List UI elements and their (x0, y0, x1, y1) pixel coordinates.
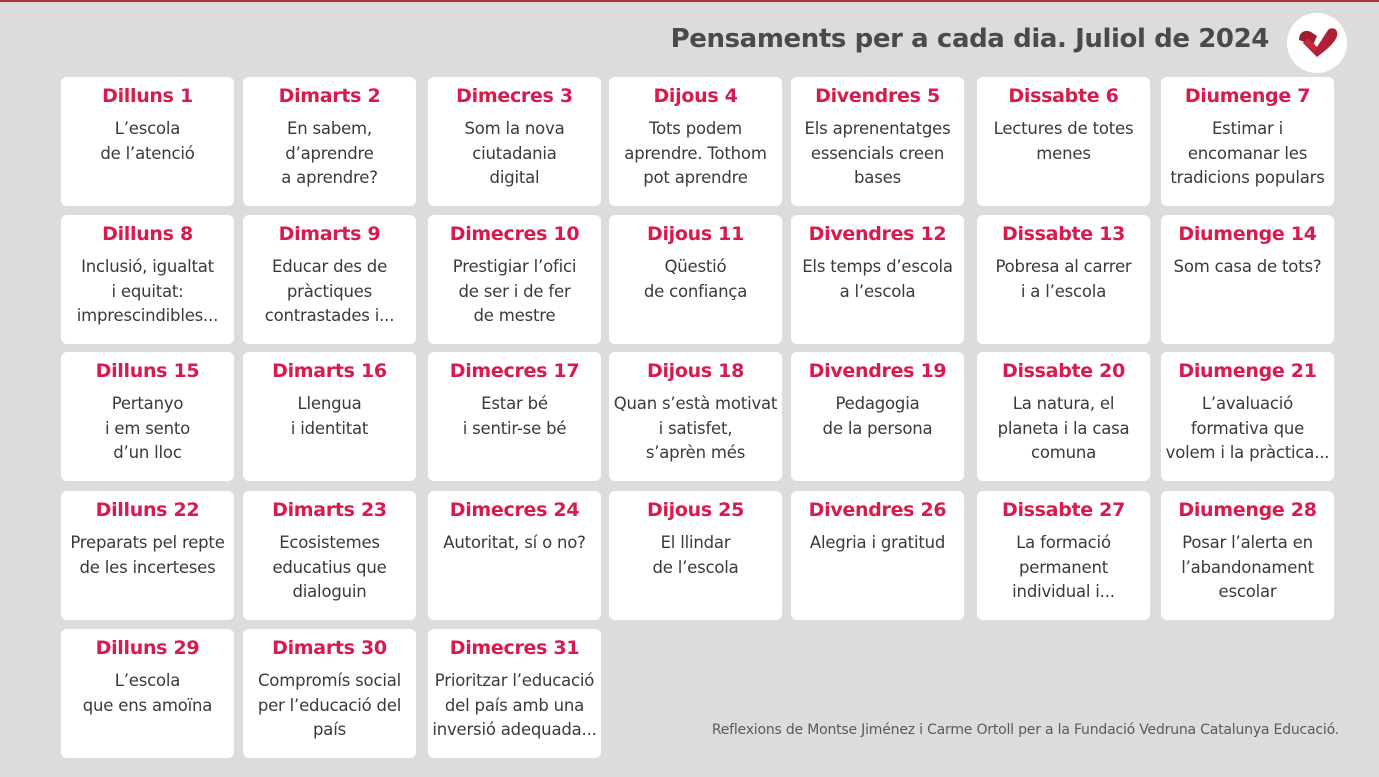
day-thought: Autoritat, sí o no? (443, 533, 586, 552)
day-thought: Pedagogia de la persona (822, 394, 933, 438)
day-thought: Som la nova ciutadania digital (464, 119, 565, 187)
day-thought: Pertanyo i em sento d’un lloc (104, 394, 191, 462)
day-thought: Tots podem aprendre. Tothom pot aprendre (624, 119, 767, 187)
day-title: Divendres 19 (808, 360, 947, 382)
day-title: Dilluns 29 (95, 637, 200, 659)
day-thought: Prioritzar l’educació del país amb una i… (432, 671, 597, 739)
day-title: Dijous 11 (646, 223, 745, 245)
day-title: Divendres 26 (808, 499, 947, 521)
day-card: Dimarts 2 En sabem, d’aprendre a aprendre… (243, 77, 416, 206)
day-title: Divendres 12 (808, 223, 947, 245)
day-card: Dijous 11 Qüestió de confiança (609, 215, 782, 344)
day-thought: Els temps d’escola a l’escola (802, 257, 953, 301)
day-card: Diumenge 28 Posar l’alerta en l’abandonam… (1161, 491, 1334, 620)
day-title: Divendres 5 (815, 85, 940, 107)
day-card: Dissabte 13 Pobresa al carrer i a l’escol… (977, 215, 1150, 344)
day-thought: Alegria i gratitud (809, 533, 946, 552)
day-title: Dimarts 30 (272, 637, 387, 659)
day-title: Diumenge 14 (1178, 223, 1317, 245)
day-title: Dissabte 27 (1001, 499, 1126, 521)
day-card: Dimarts 23 Ecosistemes educatius que dial… (243, 491, 416, 620)
day-title: Dijous 18 (646, 360, 745, 382)
day-thought: La natura, el planeta i la casa comuna (997, 394, 1130, 462)
day-card: Dimecres 17 Estar bé i sentir-se bé (428, 352, 601, 481)
day-title: Dissabte 6 (1008, 85, 1119, 107)
day-title: Diumenge 28 (1178, 499, 1317, 521)
day-title: Dimarts 16 (272, 360, 387, 382)
day-thought: En sabem, d’aprendre a aprendre? (281, 119, 378, 187)
day-card: Dimarts 30 Compromís social per l’educaci… (243, 629, 416, 758)
day-card: Dijous 4 Tots podem aprendre. Tothom pot … (609, 77, 782, 206)
day-card: Dijous 18 Quan s’està motivat i satisfet,… (609, 352, 782, 481)
day-thought: Educar des de pràctiques contrastades i.… (264, 257, 395, 325)
day-thought: Llengua i identitat (290, 394, 369, 438)
day-card: Divendres 19 Pedagogia de la persona (791, 352, 964, 481)
day-card: Dilluns 29 L’escola que ens amoïna (61, 629, 234, 758)
day-card: Dimecres 31 Prioritzar l’educació del paí… (428, 629, 601, 758)
day-title: Dijous 4 (653, 85, 738, 107)
day-title: Dissabte 13 (1001, 223, 1126, 245)
day-thought: Som casa de tots? (1173, 257, 1322, 276)
day-thought: Ecosistemes educatius que dialoguin (272, 533, 387, 601)
day-card: Divendres 26 Alegria i gratitud (791, 491, 964, 620)
day-card: Dilluns 15 Pertanyo i em sento d’un lloc (61, 352, 234, 481)
day-card: Dilluns 1 L’escola de l’atenció (61, 77, 234, 206)
day-card: Divendres 5 Els aprenentatges essencials … (791, 77, 964, 206)
day-thought: Posar l’alerta en l’abandonament escolar (1181, 533, 1314, 601)
day-card: Dimarts 9 Educar des de pràctiques contra… (243, 215, 416, 344)
day-thought: L’escola que ens amoïna (82, 671, 213, 715)
day-title: Dimecres 17 (449, 360, 580, 382)
day-thought: Compromís social per l’educació del país (257, 671, 402, 739)
day-title: Dissabte 20 (1001, 360, 1126, 382)
day-card: Diumenge 14 Som casa de tots? (1161, 215, 1334, 344)
top-accent-line (0, 0, 1379, 2)
day-card: Dissabte 20 La natura, el planeta i la ca… (977, 352, 1150, 481)
day-title: Dilluns 22 (95, 499, 200, 521)
day-card: Dilluns 22 Preparats pel repte de les inc… (61, 491, 234, 620)
day-card: Dissabte 6 Lectures de totes menes (977, 77, 1150, 206)
footer-credit: Reflexions de Montse Jiménez i Carme Ort… (711, 722, 1339, 738)
day-thought: El llindar de l’escola (652, 533, 739, 577)
day-thought: Qüestió de confiança (643, 257, 748, 301)
page-title: Pensaments per a cada dia. Juliol de 202… (670, 24, 1270, 54)
day-thought: Estar bé i sentir-se bé (462, 394, 567, 438)
day-title: Dimecres 3 (456, 85, 573, 107)
day-card: Diumenge 7 Estimar i encomanar les tradic… (1161, 77, 1334, 206)
day-title: Dilluns 15 (95, 360, 200, 382)
day-thought: Inclusió, igualtat i equitat: imprescind… (76, 257, 219, 325)
day-title: Dilluns 1 (102, 85, 193, 107)
day-thought: L’escola de l’atenció (100, 119, 195, 163)
day-title: Dimecres 24 (449, 499, 580, 521)
day-thought: Estimar i encomanar les tradicions popul… (1170, 119, 1325, 187)
day-title: Dimecres 10 (449, 223, 580, 245)
day-thought: L’avaluació formativa que volem i la prà… (1165, 394, 1330, 462)
day-card: Diumenge 21 L’avaluació formativa que vol… (1161, 352, 1334, 481)
day-title: Dimarts 23 (272, 499, 387, 521)
vedruna-heart-logo-icon (1299, 28, 1338, 57)
day-card: Dimarts 16 Llengua i identitat (243, 352, 416, 481)
day-card: Dimecres 3 Som la nova ciutadania digital (428, 77, 601, 206)
day-thought: La formació permanent individual i... (1012, 533, 1115, 601)
day-card: Dimecres 10 Prestigiar l’ofici de ser i d… (428, 215, 601, 344)
day-title: Dijous 25 (646, 499, 745, 521)
day-thought: Quan s’està motivat i satisfet, s’aprèn … (613, 394, 778, 462)
day-title: Dimarts 2 (278, 85, 381, 107)
day-card: Dissabte 27 La formació permanent individ… (977, 491, 1150, 620)
day-card: Dijous 25 El llindar de l’escola (609, 491, 782, 620)
day-title: Diumenge 21 (1178, 360, 1317, 382)
day-card: Dilluns 8 Inclusió, igualtat i equitat: i… (61, 215, 234, 344)
day-title: Diumenge 7 (1184, 85, 1311, 107)
day-thought: Els aprenentatges essencials creen bases (804, 119, 951, 187)
day-title: Dimecres 31 (449, 637, 580, 659)
day-title: Dilluns 8 (102, 223, 193, 245)
logo (1287, 13, 1347, 73)
day-card: Divendres 12 Els temps d’escola a l’escol… (791, 215, 964, 344)
day-thought: Preparats pel repte de les incerteses (70, 533, 225, 577)
day-card: Dimecres 24 Autoritat, sí o no? (428, 491, 601, 620)
day-title: Dimarts 9 (278, 223, 381, 245)
day-thought: Pobresa al carrer i a l’escola (995, 257, 1132, 301)
day-thought: Prestigiar l’ofici de ser i de fer de me… (452, 257, 577, 325)
day-thought: Lectures de totes menes (993, 119, 1134, 163)
